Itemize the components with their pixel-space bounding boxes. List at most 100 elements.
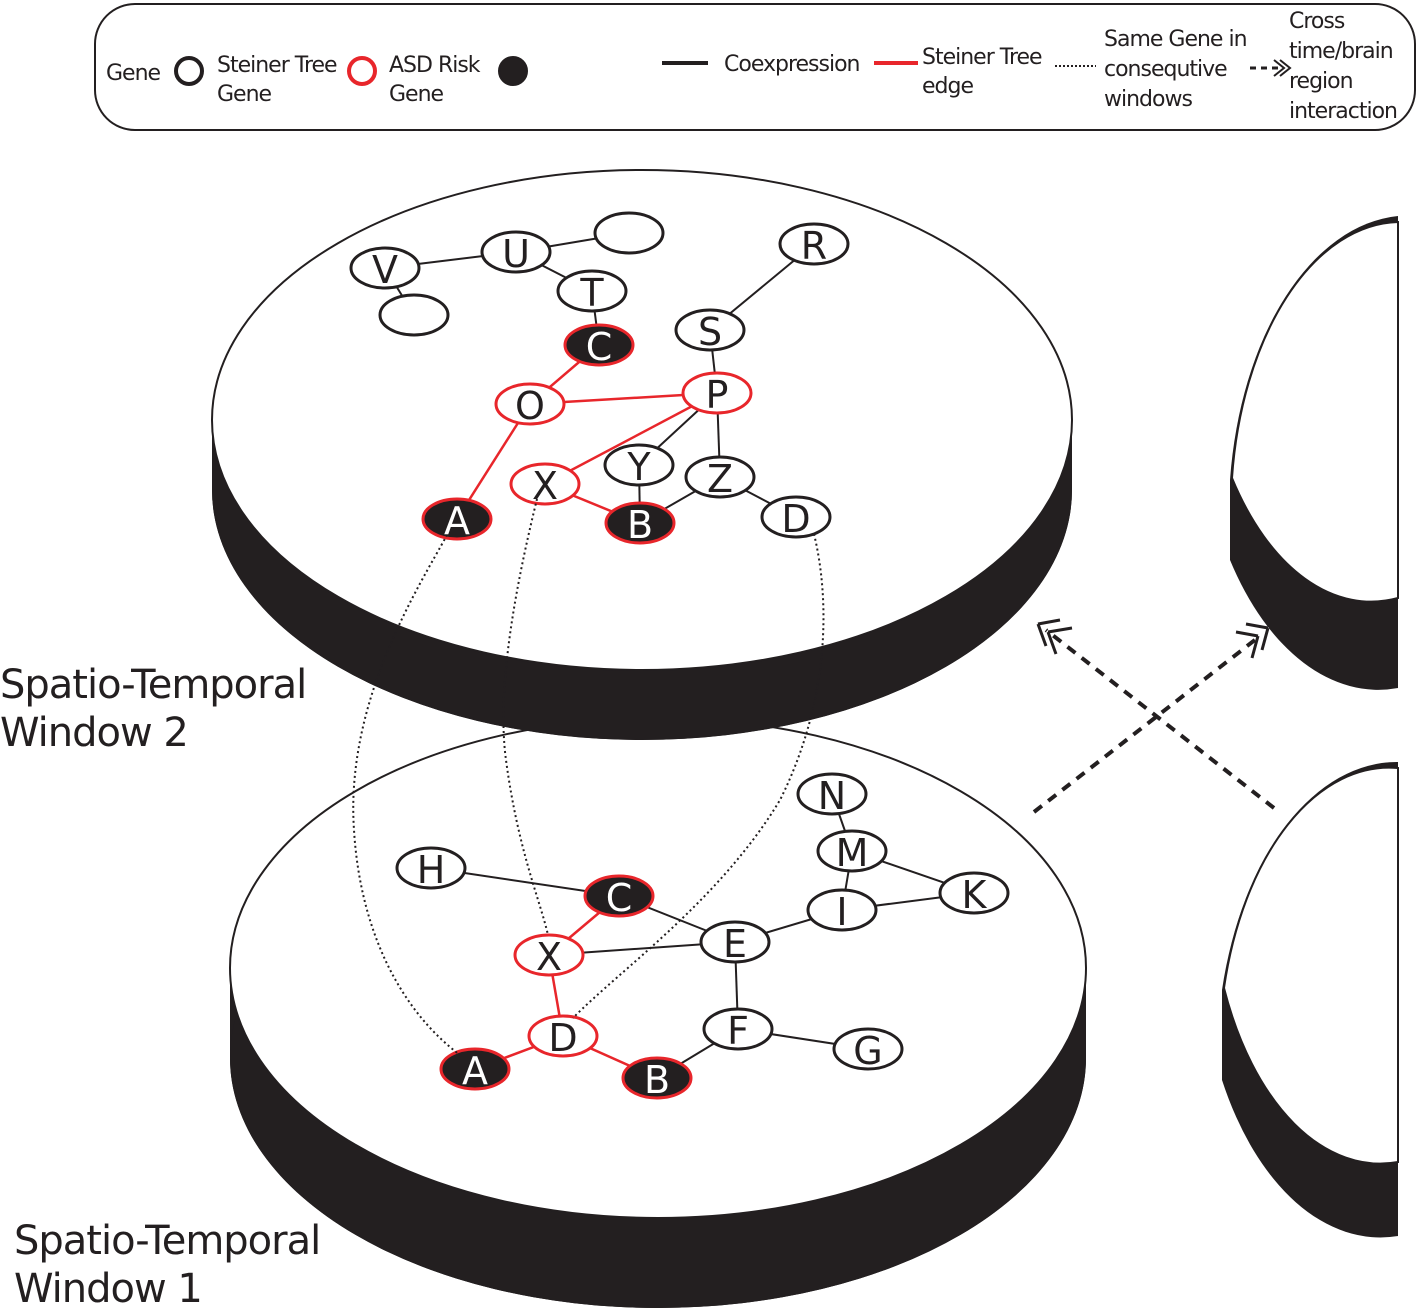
- window-1-label-line2: Window 1: [14, 1266, 202, 1308]
- gene-node-shape: [681, 371, 753, 415]
- cross-arrow-up-left: [1044, 628, 1276, 810]
- window-2-label-line1: Spatio-Temporal: [0, 662, 306, 708]
- w1-node-C: C: [583, 874, 655, 920]
- cross-arrow-up-left-head: [1036, 618, 1073, 655]
- gene-node-label: A: [444, 499, 470, 543]
- gene-node-label: T: [579, 271, 604, 315]
- legend-cross-icon: [1250, 59, 1292, 77]
- cross-interaction-arrows: [1032, 618, 1276, 814]
- w2-node-C: C: [563, 323, 635, 369]
- window-2-nodes: V U T R S CO P Y Z X A B D: [349, 211, 850, 547]
- gene-node-shape: [349, 246, 421, 290]
- gene-node-label: B: [644, 1058, 670, 1102]
- gene-node-shape: [603, 443, 675, 487]
- gene-node-shape: [816, 829, 888, 873]
- gene-node-label: F: [727, 1009, 749, 1053]
- gene-node-shape: [760, 495, 832, 539]
- legend-steiner-edge-label: Steiner Tree edge: [922, 45, 1048, 99]
- legend: Gene Steiner Tree Gene ASD Risk Gene Coe…: [94, 3, 1416, 131]
- window-1-label-line1: Spatio-Temporal: [14, 1218, 320, 1264]
- w2-edge-P-X: [544, 391, 718, 486]
- gene-node-shape: [593, 211, 665, 255]
- legend-coexpression-label: Coexpression: [724, 52, 860, 77]
- w2-node-Y: Y: [603, 443, 675, 489]
- legend-same-gene-line1: Same Gene in: [1104, 27, 1247, 52]
- gene-node-shape: [674, 308, 746, 352]
- gene-node-shape: [395, 846, 467, 890]
- gene-node-label: X: [536, 935, 562, 979]
- gene-node-shape: [832, 1027, 904, 1071]
- w1-node-H: H: [395, 846, 467, 892]
- window-2-label-line2: Window 2: [0, 710, 188, 756]
- w1-node-K: K: [938, 871, 1010, 917]
- gene-node-label: K: [962, 873, 988, 917]
- legend-steiner-gene-label: Steiner Tree Gene: [217, 53, 343, 107]
- w2-node-B: B: [604, 501, 676, 547]
- legend-gene-icon: [174, 56, 204, 86]
- same-gene-link-X: [502, 498, 549, 936]
- window-1-nodes: NM K I H C E X F G D A B: [395, 772, 1010, 1102]
- w2-node-Z: Z: [684, 455, 756, 501]
- gene-node-label: A: [462, 1049, 488, 1093]
- gene-node-shape: [604, 501, 676, 545]
- gene-node-shape: [702, 1007, 774, 1051]
- gene-node-label: S: [698, 310, 722, 354]
- legend-asd-gene-line2: Gene: [389, 82, 444, 107]
- w2-node-U: U: [480, 230, 552, 276]
- gene-node-label: U: [502, 232, 530, 276]
- gene-node-shape: [806, 888, 878, 932]
- gene-node-label: O: [515, 384, 545, 428]
- gene-node-label: R: [801, 224, 827, 268]
- gene-node-shape: [494, 382, 566, 426]
- w1-node-F: F: [702, 1007, 774, 1053]
- gene-node-label: V: [372, 248, 398, 292]
- w2-node-A: A: [421, 497, 493, 543]
- gene-node-label: N: [818, 774, 846, 818]
- window-1-label: Spatio-Temporal Window 1: [14, 1218, 332, 1308]
- legend-same-gene-line3: windows: [1104, 87, 1192, 112]
- window-1-disc: [229, 717, 1087, 1308]
- gene-node-shape: [583, 874, 655, 918]
- gene-node-shape: [480, 230, 552, 274]
- legend-same-gene-line2: consequtive: [1104, 57, 1227, 82]
- w1-node-X: X: [513, 933, 585, 979]
- window-2: V U T R S CO P Y Z X A B D: [211, 169, 1073, 740]
- gene-node-shape: [684, 455, 756, 499]
- w1-node-M: M: [816, 829, 888, 875]
- w2-node-V: V: [349, 246, 421, 292]
- legend-steiner-edge-line1: Steiner Tree: [922, 45, 1042, 70]
- gene-node-label: M: [836, 831, 869, 875]
- gene-node-shape: [621, 1056, 693, 1100]
- gene-node-shape: [527, 1014, 599, 1058]
- w2-node-S: S: [674, 308, 746, 354]
- w2-node-D: D: [760, 495, 832, 541]
- gene-node-label: D: [548, 1016, 577, 1060]
- gene-node-label: C: [586, 325, 613, 369]
- same-gene-links: [352, 498, 825, 1056]
- legend-same-gene-label: Same Gene in consequtive windows: [1104, 27, 1253, 112]
- w1-node-N: N: [796, 772, 868, 818]
- gene-node-shape: [513, 933, 585, 977]
- gene-node-shape: [778, 222, 850, 266]
- legend-asd-gene-line1: ASD Risk: [389, 53, 481, 78]
- gene-node-label: X: [532, 464, 558, 508]
- w2-node-O: O: [494, 382, 566, 428]
- same-gene-link-D: [572, 533, 825, 1019]
- gene-node-label: G: [853, 1029, 882, 1073]
- gene-node-shape: [439, 1047, 511, 1091]
- legend-asd-gene-icon: [498, 56, 528, 86]
- cross-arrow-up-right-head: [1235, 622, 1270, 659]
- legend-cross-line3: region: [1289, 69, 1353, 94]
- gene-node-label: C: [606, 876, 633, 920]
- window-1: NM K I H C E X F G D A B: [229, 717, 1087, 1308]
- window-2-label: Spatio-Temporal Window 2: [0, 662, 318, 756]
- gene-node-label: Z: [707, 457, 733, 501]
- gene-node-label: P: [706, 373, 729, 417]
- w1-node-B: B: [621, 1056, 693, 1102]
- gene-node-label: I: [836, 890, 847, 934]
- gene-node-label: E: [723, 922, 747, 966]
- gene-node-shape: [563, 323, 635, 367]
- legend-cross-label: Cross time/brain region interaction: [1289, 9, 1399, 124]
- w1-node-I: I: [806, 888, 878, 934]
- side-disc-bottom: [1222, 761, 1399, 1238]
